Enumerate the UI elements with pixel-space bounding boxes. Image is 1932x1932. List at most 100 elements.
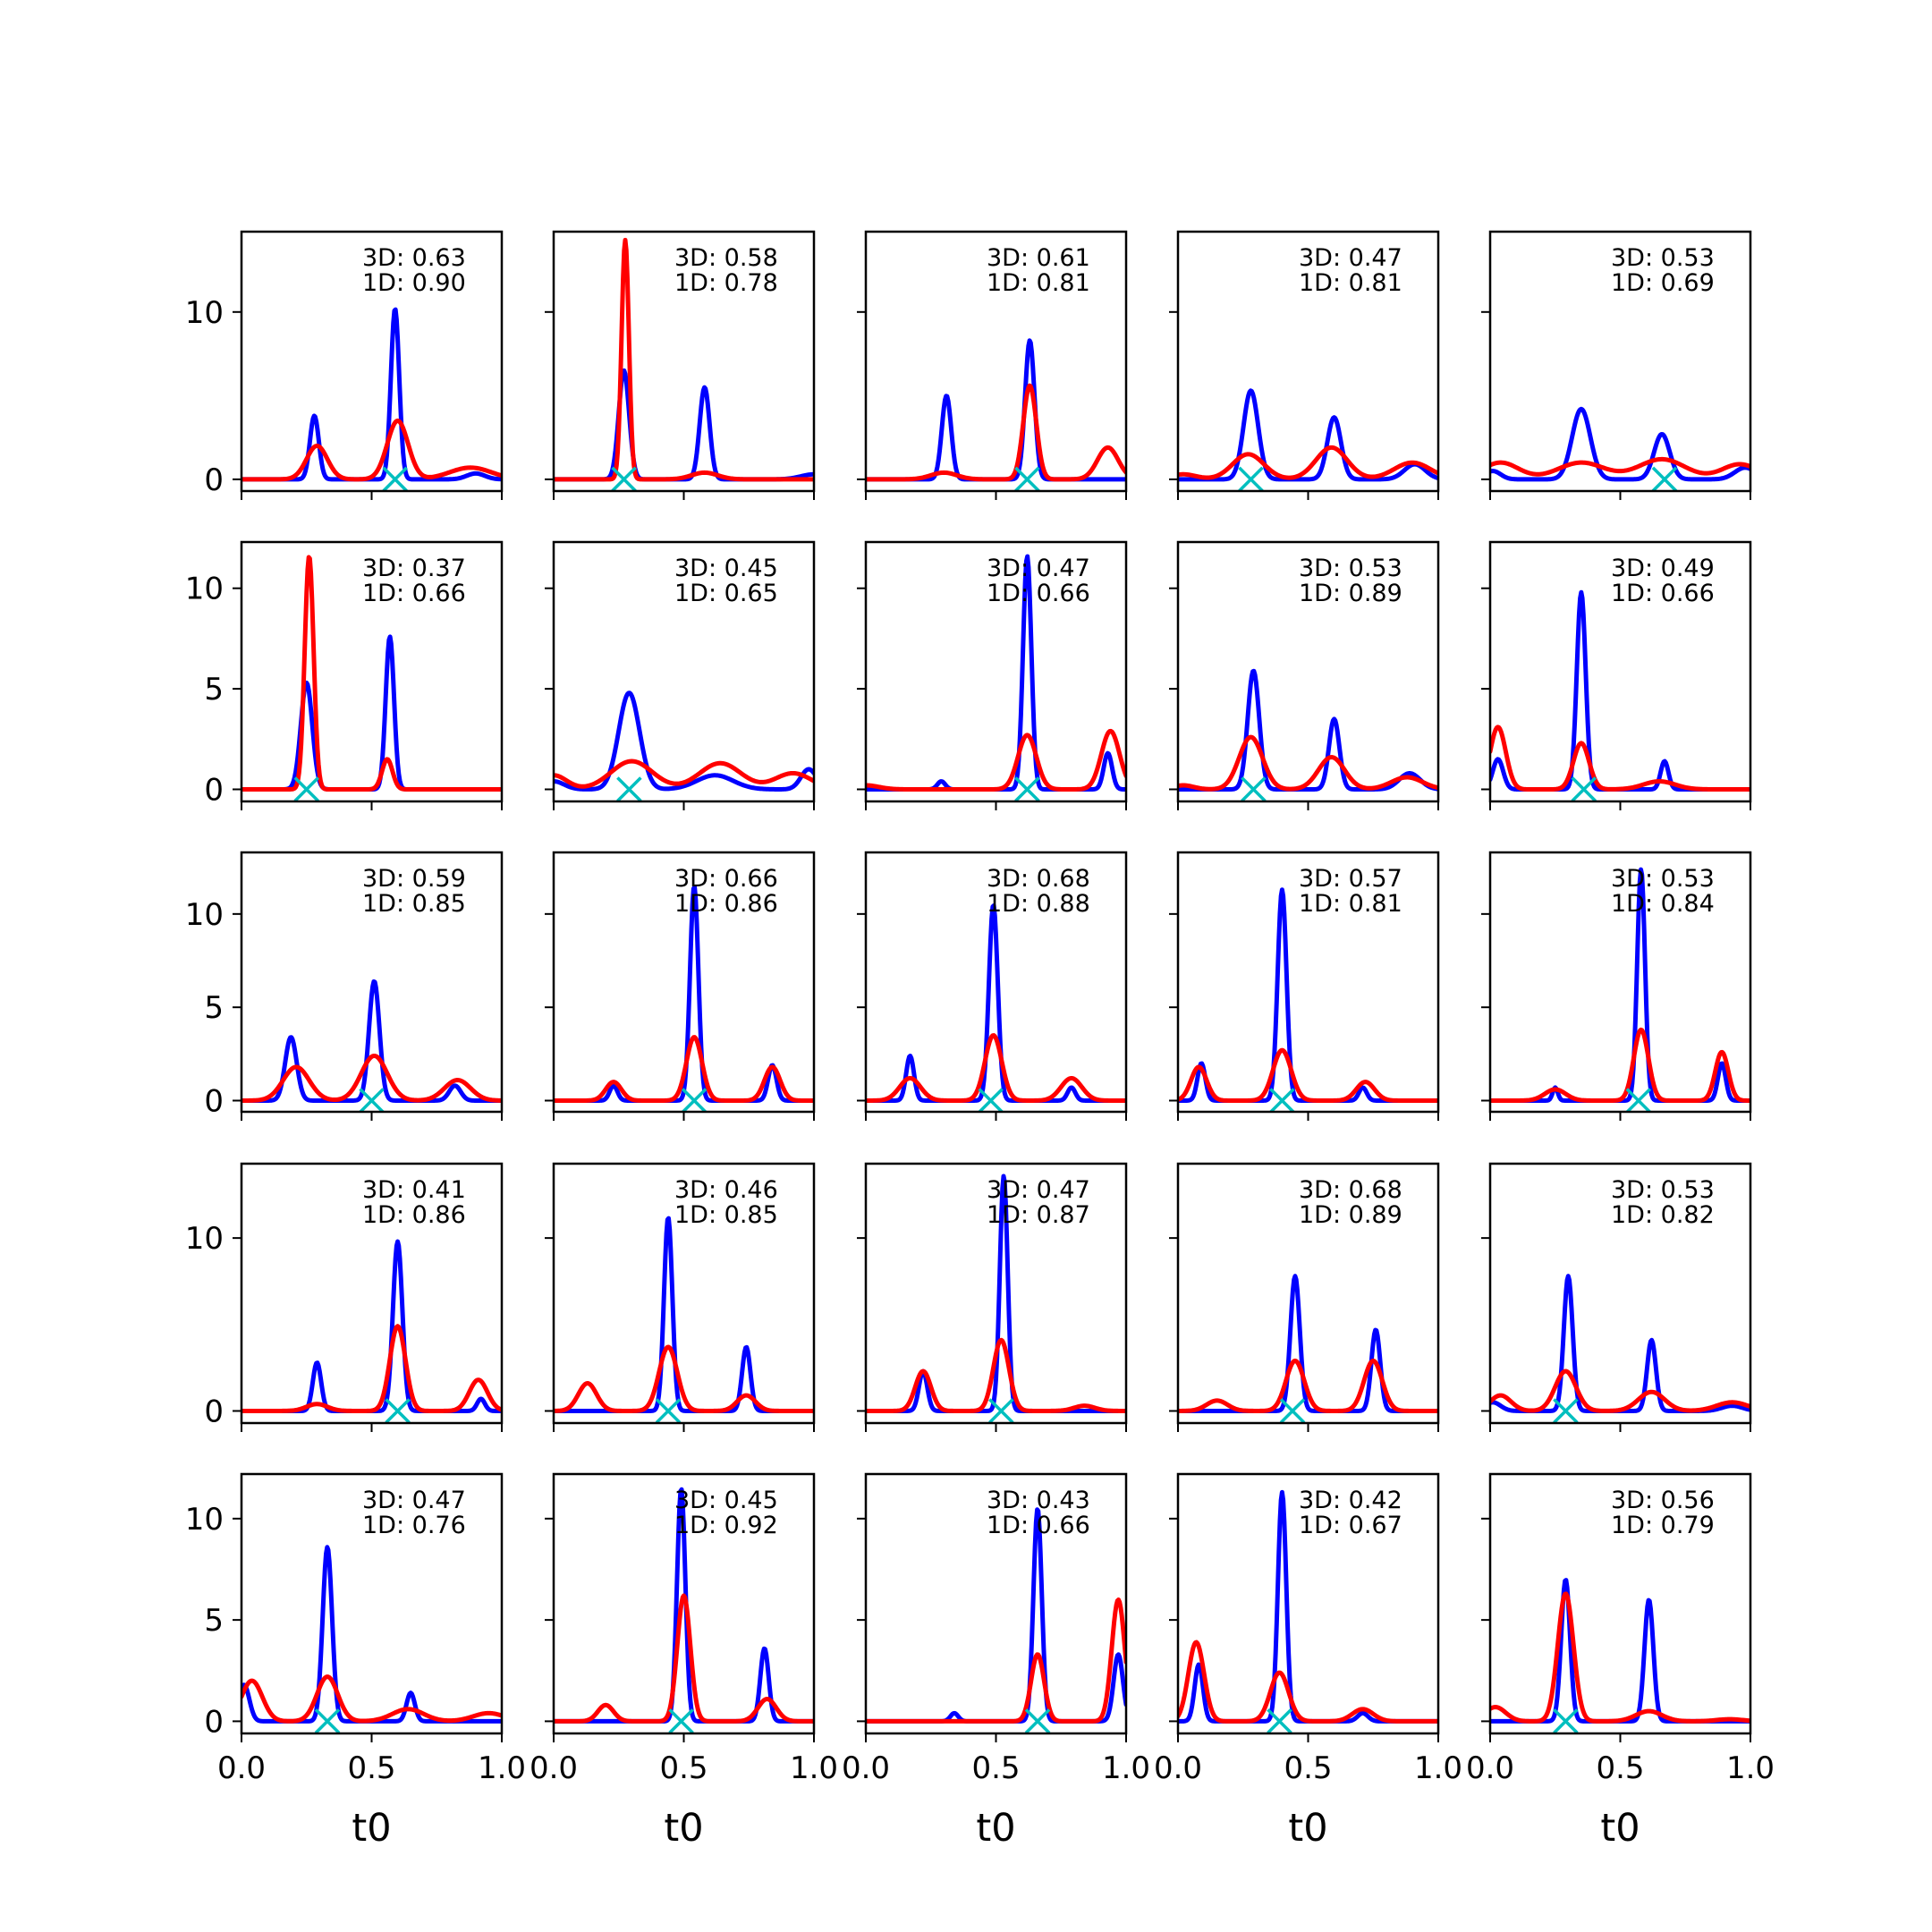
score-annotation: 1D: 0.84: [1611, 890, 1715, 918]
series-line-red: [242, 1324, 502, 1413]
score-annotation: 3D: 0.66: [674, 865, 778, 893]
series-line-red: [866, 383, 1126, 482]
series-line-red: [1178, 445, 1438, 480]
series-line-red: [554, 237, 814, 482]
x-tick-label: 0.5: [1596, 1750, 1644, 1786]
x-axis-label: t0: [976, 1806, 1015, 1851]
x-axis-label: t0: [352, 1806, 391, 1851]
score-annotation: 1D: 0.65: [674, 580, 778, 607]
y-tick-label: 10: [185, 1502, 224, 1538]
marker-x: [616, 776, 642, 801]
plot-area: [866, 902, 1126, 1112]
series-line-red: [1178, 1047, 1438, 1103]
score-annotation: 3D: 0.47: [987, 555, 1090, 582]
series-line-red: [1490, 1368, 1750, 1413]
plot-area: [1178, 1489, 1438, 1733]
score-annotation: 3D: 0.46: [674, 1176, 778, 1204]
x-axis-label: t0: [1288, 1806, 1327, 1851]
series-line-blue: [866, 338, 1126, 482]
score-annotation: 3D: 0.53: [1299, 555, 1402, 582]
series-line-red: [1490, 724, 1750, 792]
score-annotation: 1D: 0.85: [362, 890, 466, 918]
y-tick-label: 5: [204, 672, 224, 708]
plot-area: [1178, 887, 1438, 1112]
series-line-blue: [866, 902, 1126, 1103]
marker-x: [1571, 776, 1597, 801]
score-annotation: 1D: 0.86: [674, 890, 778, 918]
plot-area: [866, 338, 1126, 491]
marker-x: [1625, 1088, 1652, 1112]
score-annotation: 3D: 0.47: [1299, 244, 1402, 272]
marker-x: [359, 1088, 385, 1112]
x-tick-label: 1.0: [478, 1750, 526, 1786]
x-tick-label: 1.0: [1726, 1750, 1775, 1786]
score-annotation: 1D: 0.67: [1299, 1512, 1402, 1539]
y-tick-label: 0: [204, 773, 224, 809]
marker-x: [1651, 466, 1678, 491]
y-tick-label: 10: [185, 897, 224, 933]
score-annotation: 1D: 0.92: [674, 1512, 778, 1539]
plot-area: [554, 691, 814, 801]
y-tick-label: 0: [204, 462, 224, 498]
x-tick-label: 1.0: [1414, 1750, 1462, 1786]
plot-area: [866, 1507, 1126, 1733]
y-tick-label: 0: [204, 1083, 224, 1119]
marker-x: [1024, 1708, 1051, 1733]
x-tick-label: 0.0: [217, 1750, 266, 1786]
score-annotation: 1D: 0.81: [1299, 269, 1402, 297]
score-annotation: 3D: 0.58: [674, 244, 778, 272]
plot-area: [1178, 1274, 1438, 1423]
x-tick-label: 0.5: [971, 1750, 1020, 1786]
x-tick-label: 0.5: [1284, 1750, 1332, 1786]
score-annotation: 3D: 0.49: [1611, 555, 1715, 582]
series-line-red: [554, 758, 814, 789]
marker-x: [1267, 1708, 1292, 1733]
plot-area: [1178, 668, 1438, 801]
score-annotation: 1D: 0.81: [1299, 890, 1402, 918]
marker-x: [1241, 776, 1267, 801]
score-annotation: 3D: 0.56: [1611, 1487, 1715, 1514]
series-line-blue: [1490, 1578, 1750, 1724]
plot-area: [554, 1216, 814, 1423]
plot-area: [1490, 867, 1750, 1112]
x-axis-label: t0: [664, 1806, 703, 1851]
plot-area: [554, 1487, 814, 1733]
x-tick-label: 1.0: [790, 1750, 838, 1786]
series-line-red: [1490, 1591, 1750, 1724]
marker-x: [1269, 1088, 1295, 1112]
series-line-blue: [1178, 1274, 1438, 1413]
marker-x: [1279, 1398, 1306, 1423]
score-annotation: 3D: 0.61: [987, 244, 1090, 272]
marker-x: [385, 1398, 411, 1423]
x-axis-label: t0: [1600, 1806, 1640, 1851]
marker-x: [1238, 466, 1264, 491]
plot-area: [242, 307, 502, 491]
series-line-blue: [554, 368, 814, 482]
score-annotation: 1D: 0.79: [1611, 1512, 1715, 1539]
plot-area: [1178, 388, 1438, 491]
marker-x: [978, 1088, 1004, 1112]
plot-area: [1490, 1578, 1750, 1733]
x-tick-label: 0.0: [530, 1750, 578, 1786]
series-line-red: [1490, 456, 1750, 477]
score-annotation: 1D: 0.89: [1299, 1201, 1402, 1229]
plot-area: [554, 237, 814, 491]
x-tick-label: 0.0: [1466, 1750, 1514, 1786]
score-annotation: 1D: 0.85: [674, 1201, 778, 1229]
series-line-blue: [1490, 589, 1750, 792]
score-annotation: 3D: 0.45: [674, 1487, 778, 1514]
score-annotation: 3D: 0.41: [362, 1176, 466, 1204]
marker-x: [1553, 1398, 1579, 1423]
